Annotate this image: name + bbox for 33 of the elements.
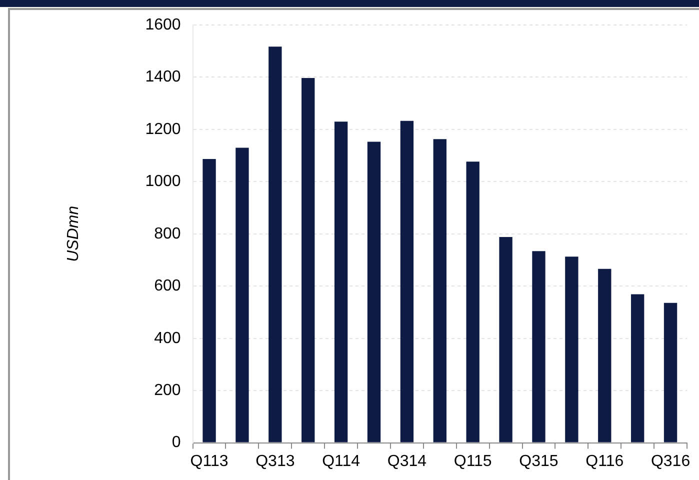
y-tick-label: 1600 [145, 16, 181, 34]
x-tick-label: Q314 [387, 452, 427, 470]
bar [400, 120, 414, 442]
bar [664, 302, 678, 442]
bar [334, 122, 348, 442]
x-tick-label: Q113 [190, 452, 228, 470]
x-tick-label: Q115 [454, 452, 492, 470]
y-tick-label: 400 [154, 330, 181, 347]
bar [598, 268, 612, 442]
x-tick-label: Q315 [519, 452, 558, 470]
y-tick-label: 800 [154, 225, 181, 242]
bar [302, 78, 315, 442]
bar [565, 256, 578, 442]
y-axis-title: USDmn [65, 206, 82, 262]
bar [236, 148, 249, 442]
x-tick-label: Q116 [586, 452, 624, 470]
bar [433, 139, 446, 442]
bar [202, 158, 216, 442]
bar [268, 46, 282, 442]
x-tick-label: Q316 [650, 452, 690, 470]
bar [630, 294, 644, 442]
x-tick-label: Q114 [322, 452, 360, 470]
y-tick-label: 0 [172, 434, 181, 452]
bar [466, 162, 480, 442]
bar [532, 251, 546, 442]
y-tick-label: 1400 [145, 68, 181, 86]
bar [499, 237, 512, 442]
y-tick-label: 1200 [145, 120, 181, 138]
x-tick-label: Q313 [256, 452, 295, 470]
y-tick-label: 600 [154, 278, 181, 295]
y-tick-label: 200 [154, 382, 181, 399]
y-tick-label: 1000 [145, 173, 181, 190]
bar [367, 142, 381, 442]
